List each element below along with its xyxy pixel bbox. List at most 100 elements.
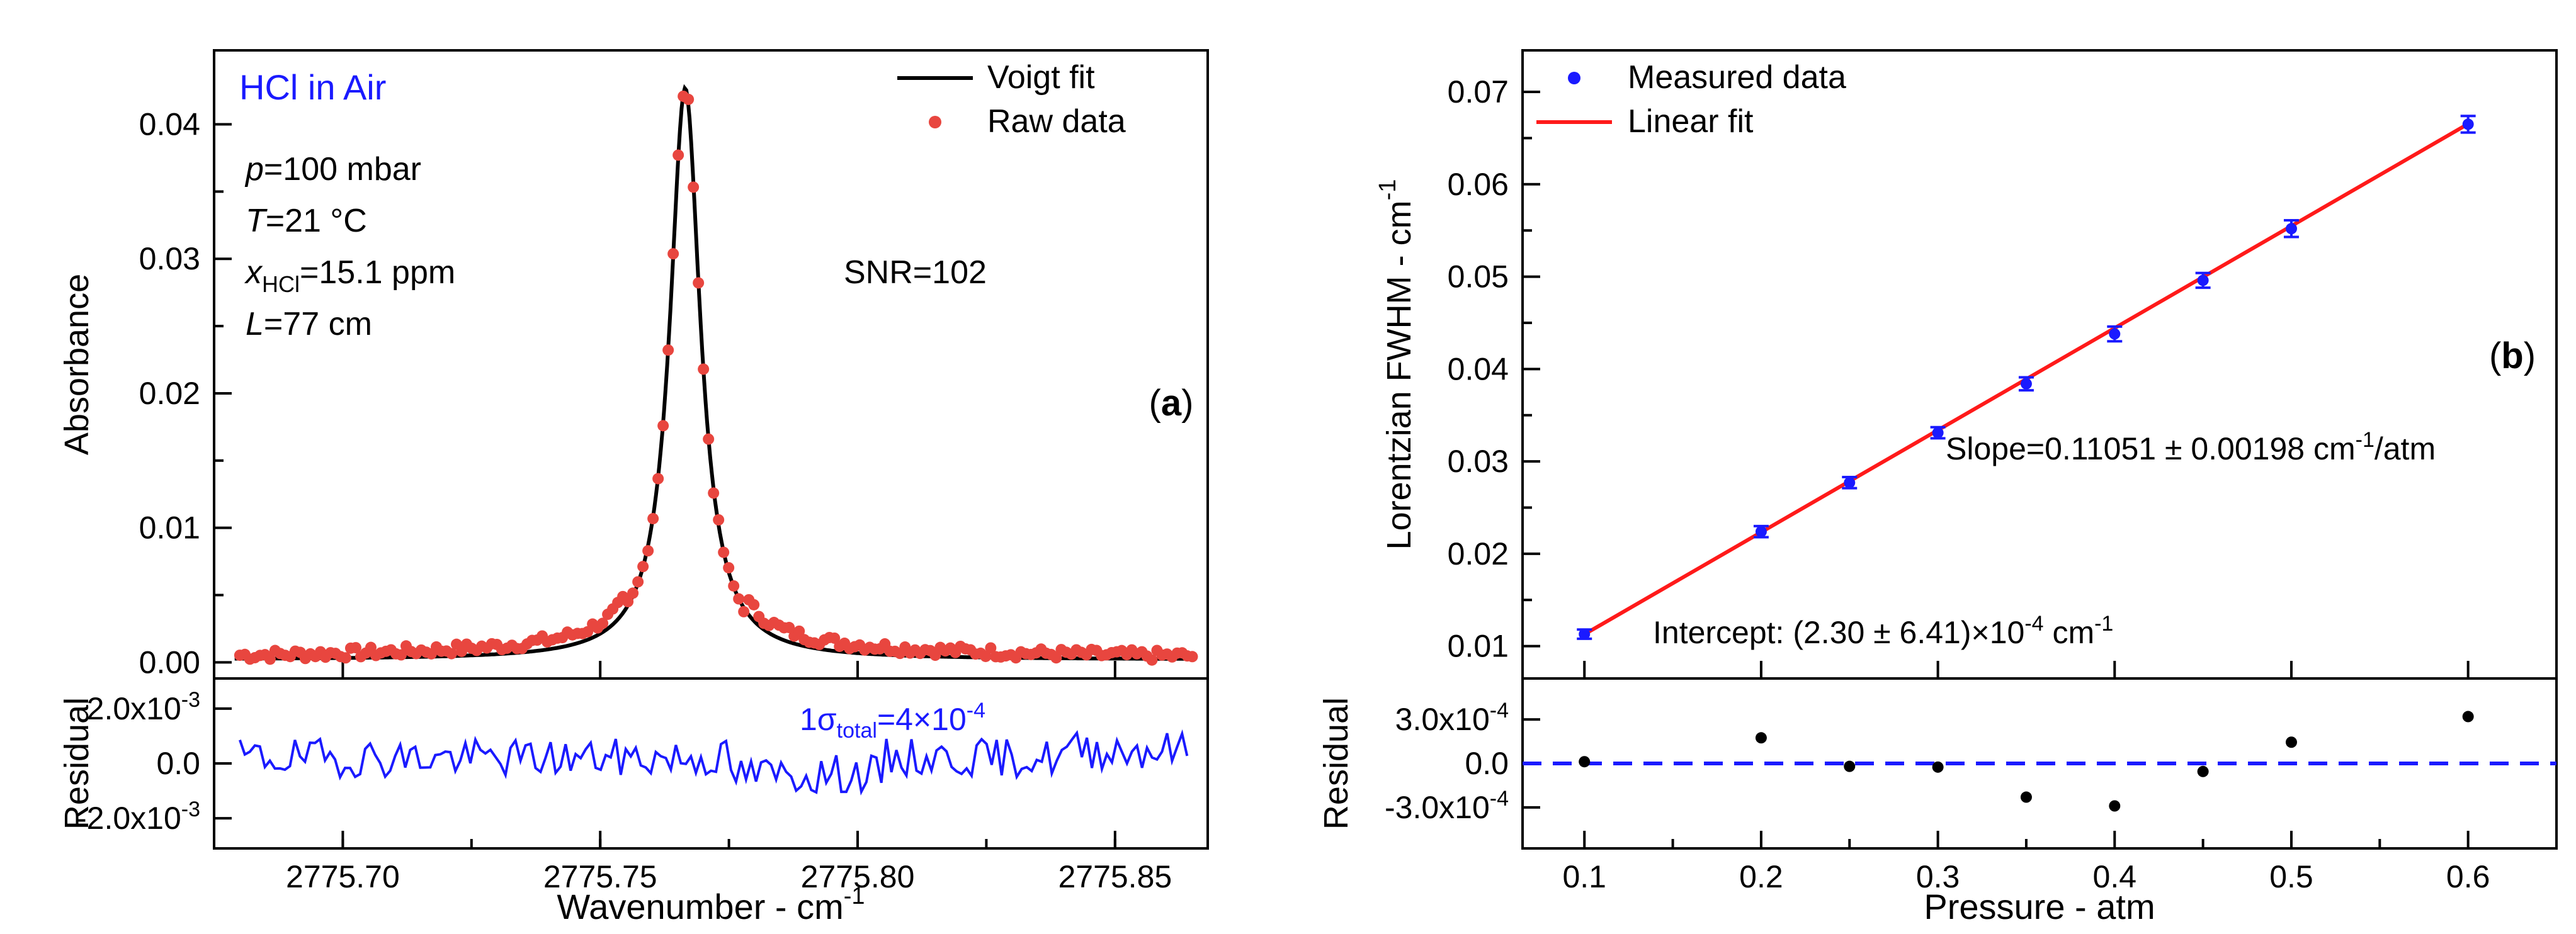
exponent: -4 — [1490, 699, 1509, 723]
raw-data-series — [234, 90, 1198, 666]
condition-value: =100 mbar — [264, 151, 421, 188]
exponent: -4 — [1490, 787, 1509, 811]
raw-data-point — [728, 580, 740, 592]
x-axis-title-text: Wavenumber - cm — [557, 887, 843, 926]
x-axis-title: Pressure - atm — [1924, 887, 2155, 926]
residual-point — [2020, 791, 2032, 803]
measured-data-point — [1755, 526, 1767, 537]
condition-symbol: x — [244, 254, 263, 291]
condition-label: T=21 °C — [246, 203, 367, 239]
residual-point — [2462, 711, 2474, 723]
y-tick-label: 0.04 — [139, 107, 200, 142]
paren: ) — [2524, 335, 2536, 376]
raw-data-point — [748, 599, 760, 610]
y-axis-title-text: Lorentzian FWHM - cm — [1380, 200, 1418, 549]
residual-y-tick-label: 0.0 — [1465, 746, 1509, 781]
raw-data-point — [632, 576, 644, 588]
y-tick-label: 0.03 — [139, 241, 200, 276]
raw-data-point — [713, 514, 725, 526]
panel-letter: b — [2501, 335, 2523, 376]
measured-data-point — [2197, 274, 2209, 286]
raw-data-point — [264, 653, 276, 665]
residual-point — [1932, 761, 1944, 773]
sigma-exp: -4 — [967, 699, 985, 723]
residual-y-tick-label: 0.0 — [156, 746, 200, 781]
condition-value: =77 cm — [264, 306, 372, 342]
y-tick-label: 0.07 — [1448, 74, 1509, 110]
measured-data-point — [1579, 628, 1591, 640]
residual-y-tick-label: -3.0x10-4 — [1385, 787, 1509, 825]
raw-data-point — [1146, 654, 1158, 666]
residual-point — [1844, 760, 1856, 772]
panel-b-main-frame — [1521, 49, 2558, 680]
y-tick-label: 0.04 — [1448, 351, 1509, 386]
raw-data-point — [688, 181, 700, 193]
raw-data-point — [980, 650, 992, 662]
panel-letter: a — [1161, 383, 1182, 424]
measured-data-point — [1932, 427, 1944, 439]
exponent: -3 — [181, 797, 200, 821]
panel-a-main-frame — [213, 49, 1209, 680]
condition-subscript: HCl — [262, 271, 300, 297]
x-tick-label: 2775.85 — [1058, 859, 1172, 894]
measured-data-point — [1844, 476, 1856, 488]
raw-data-point — [637, 561, 649, 573]
residual-point — [1579, 756, 1591, 768]
condition-value: =21 °C — [266, 203, 367, 239]
residual-point — [1755, 732, 1767, 744]
mantissa: 2.0x10 — [87, 691, 181, 726]
mantissa: -2.0x10 — [76, 801, 181, 836]
x-tick-label: 0.5 — [2269, 859, 2313, 894]
x-tick-label: 0.1 — [1562, 859, 1606, 894]
x-axis-title: Wavenumber - cm-1 — [557, 883, 865, 926]
slope-pre: Slope=0.11051 ± 0.00198 cm — [1946, 431, 2356, 466]
x-tick-label: 2775.75 — [543, 859, 657, 894]
y-tick-label: 0.03 — [1448, 444, 1509, 479]
slope-exp: -1 — [2356, 428, 2375, 452]
mantissa: 0.0 — [156, 746, 200, 781]
residual-point — [2197, 765, 2209, 777]
y-axis-title: Absorbance — [58, 274, 96, 455]
raw-data-point — [693, 277, 705, 289]
snr-label: SNR=102 — [844, 254, 987, 291]
slope-post: /atm — [2375, 431, 2436, 466]
intercept-label: Intercept: (2.30 ± 6.41)×10-4 cm-1 — [1653, 612, 2113, 650]
raw-data-point — [793, 625, 805, 637]
residual-line — [239, 729, 1189, 796]
panel-label-a: (a) — [1149, 383, 1194, 424]
condition-label: L=77 cm — [246, 306, 372, 342]
y-axis-title-exp: -1 — [1375, 179, 1401, 201]
residual-y-tick-label: 2.0x10-3 — [87, 688, 200, 726]
intercept-pre: Intercept: (2.30 ± 6.41)×10 — [1653, 615, 2024, 650]
panel-label-b: (b) — [2489, 335, 2536, 376]
mantissa: 0.0 — [1465, 746, 1509, 781]
residual-y-axis-title: Residual — [1317, 697, 1355, 830]
sigma-post: =4×10 — [877, 702, 967, 737]
y-tick-label: 0.00 — [139, 644, 200, 680]
condition-symbol: T — [246, 203, 268, 239]
measured-data-point — [2462, 118, 2474, 130]
y-axis-title: Lorentzian FWHM - cm-1 — [1375, 179, 1418, 550]
sigma-pre: 1σ — [800, 702, 837, 737]
raw-data-point — [597, 617, 609, 629]
residual-point — [2109, 800, 2121, 812]
exponent: -3 — [181, 688, 200, 712]
mantissa: -3.0x10 — [1385, 790, 1490, 825]
condition-symbol: p — [244, 151, 264, 188]
raw-data-point — [339, 652, 351, 664]
raw-data-point — [698, 363, 710, 375]
mantissa: 3.0x10 — [1395, 702, 1490, 737]
legend-marker-swatch — [929, 116, 941, 128]
raw-data-point — [783, 622, 795, 634]
measured-data-point — [2020, 378, 2032, 390]
raw-data-point — [1186, 651, 1198, 663]
x-axis-title-exp: -1 — [844, 883, 865, 909]
raw-data-point — [985, 642, 997, 654]
raw-data-point — [733, 593, 745, 605]
raw-data-point — [718, 546, 730, 558]
slope-label: Slope=0.11051 ± 0.00198 cm-1/atm — [1946, 428, 2436, 466]
raw-data-point — [738, 605, 750, 617]
legend-label: Measured data — [1628, 59, 1846, 96]
measured-data-point — [2109, 328, 2121, 340]
